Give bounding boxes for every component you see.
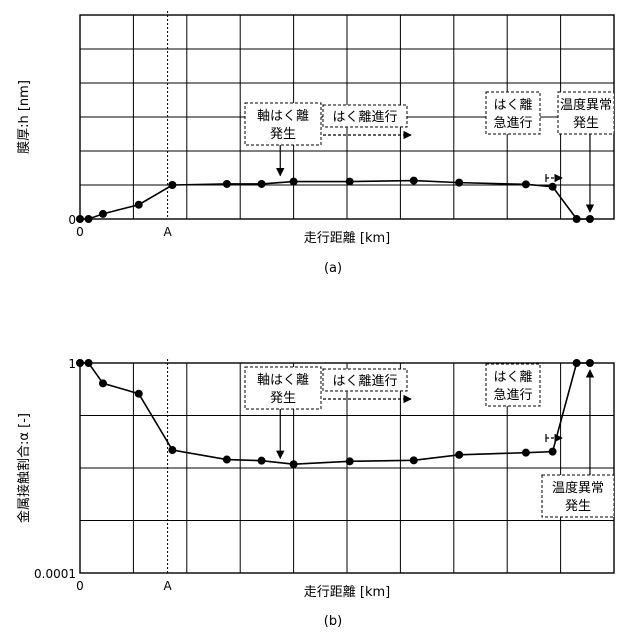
data-point xyxy=(586,215,594,223)
data-point xyxy=(168,181,176,189)
data-point xyxy=(346,457,354,465)
y-tick-label: 0.0001 xyxy=(34,567,76,581)
data-point xyxy=(455,179,463,187)
data-point xyxy=(586,359,594,367)
data-point xyxy=(99,210,107,218)
data-point xyxy=(290,460,298,468)
chart-panel-a: 0A0走行距離 [km]膜厚:h [nm](a)軸はく離発生はく離進行はく離急進… xyxy=(17,11,614,276)
data-point xyxy=(85,215,93,223)
axis-spalling-callout-text: 発生 xyxy=(270,391,296,406)
data-point xyxy=(522,180,530,188)
data-point xyxy=(522,449,530,457)
panel-label: (b) xyxy=(324,614,342,629)
temperature-anomaly-callout-text: 発生 xyxy=(565,499,591,514)
data-point xyxy=(258,180,266,188)
temperature-anomaly-callout: 温度異常発生 xyxy=(542,475,614,517)
x-axis-label: 走行距離 [km] xyxy=(304,585,390,600)
rapid-spalling-callout-text: 急進行 xyxy=(493,116,532,131)
spalling-progress-text: はく離進行 xyxy=(332,374,397,389)
spalling-progress-callout: はく離進行 xyxy=(323,369,411,399)
data-point xyxy=(410,456,418,464)
data-point xyxy=(573,359,581,367)
data-point xyxy=(135,201,143,209)
temperature-anomaly-callout-text: 発生 xyxy=(573,116,599,131)
rapid-spalling-callout-text: はく離 xyxy=(493,370,532,385)
panel-label: (a) xyxy=(324,261,342,276)
data-point xyxy=(549,448,557,456)
data-point xyxy=(455,451,463,459)
y-axis-label: 金属接触割合:α [-] xyxy=(16,413,32,523)
axis-spalling-callout: 軸はく離発生 xyxy=(245,367,321,409)
rapid-spalling-callout: はく離急進行 xyxy=(486,92,540,134)
temperature-anomaly-callout-text: 温度異常 xyxy=(552,480,604,496)
temperature-anomaly-callout-text: 温度異常 xyxy=(560,97,612,113)
rapid-spalling-callout: はく離急進行 xyxy=(486,364,540,406)
data-point xyxy=(346,178,354,186)
spalling-progress-text: はく離進行 xyxy=(332,110,397,125)
data-point xyxy=(76,359,84,367)
x-axis-label: 走行距離 [km] xyxy=(304,231,390,246)
chart-panel-b: 0A10.0001走行距離 [km]金属接触割合:α [-](b)軸はく離発生は… xyxy=(16,357,614,629)
temperature-anomaly-callout: 温度異常発生 xyxy=(558,92,614,134)
data-point xyxy=(258,457,266,465)
rapid-spalling-callout-text: 急進行 xyxy=(493,388,532,403)
y-tick-label: 1 xyxy=(68,357,76,371)
axis-spalling-callout-text: 軸はく離 xyxy=(257,109,309,124)
y-tick-label: 0 xyxy=(68,213,76,227)
y-axis-label: 膜厚:h [nm] xyxy=(17,80,32,154)
data-point xyxy=(135,390,143,398)
data-point xyxy=(290,178,298,186)
axis-spalling-callout-text: 発生 xyxy=(270,127,296,142)
data-point xyxy=(99,379,107,387)
data-point xyxy=(85,359,93,367)
axis-spalling-callout-text: 軸はく離 xyxy=(257,373,309,388)
rapid-spalling-callout-text: はく離 xyxy=(493,98,532,113)
x-tick-label: A xyxy=(163,579,172,593)
data-point xyxy=(168,446,176,454)
data-point xyxy=(223,180,231,188)
data-point xyxy=(549,183,557,191)
data-point xyxy=(223,456,231,464)
data-point xyxy=(76,215,84,223)
series-line xyxy=(80,181,590,219)
x-tick-label: 0 xyxy=(76,579,84,593)
axis-spalling-callout: 軸はく離発生 xyxy=(245,103,321,145)
data-point xyxy=(573,215,581,223)
x-tick-label: A xyxy=(163,225,172,239)
data-point xyxy=(410,177,418,185)
x-tick-label: 0 xyxy=(76,225,84,239)
spalling-progress-callout: はく離進行 xyxy=(323,105,411,135)
